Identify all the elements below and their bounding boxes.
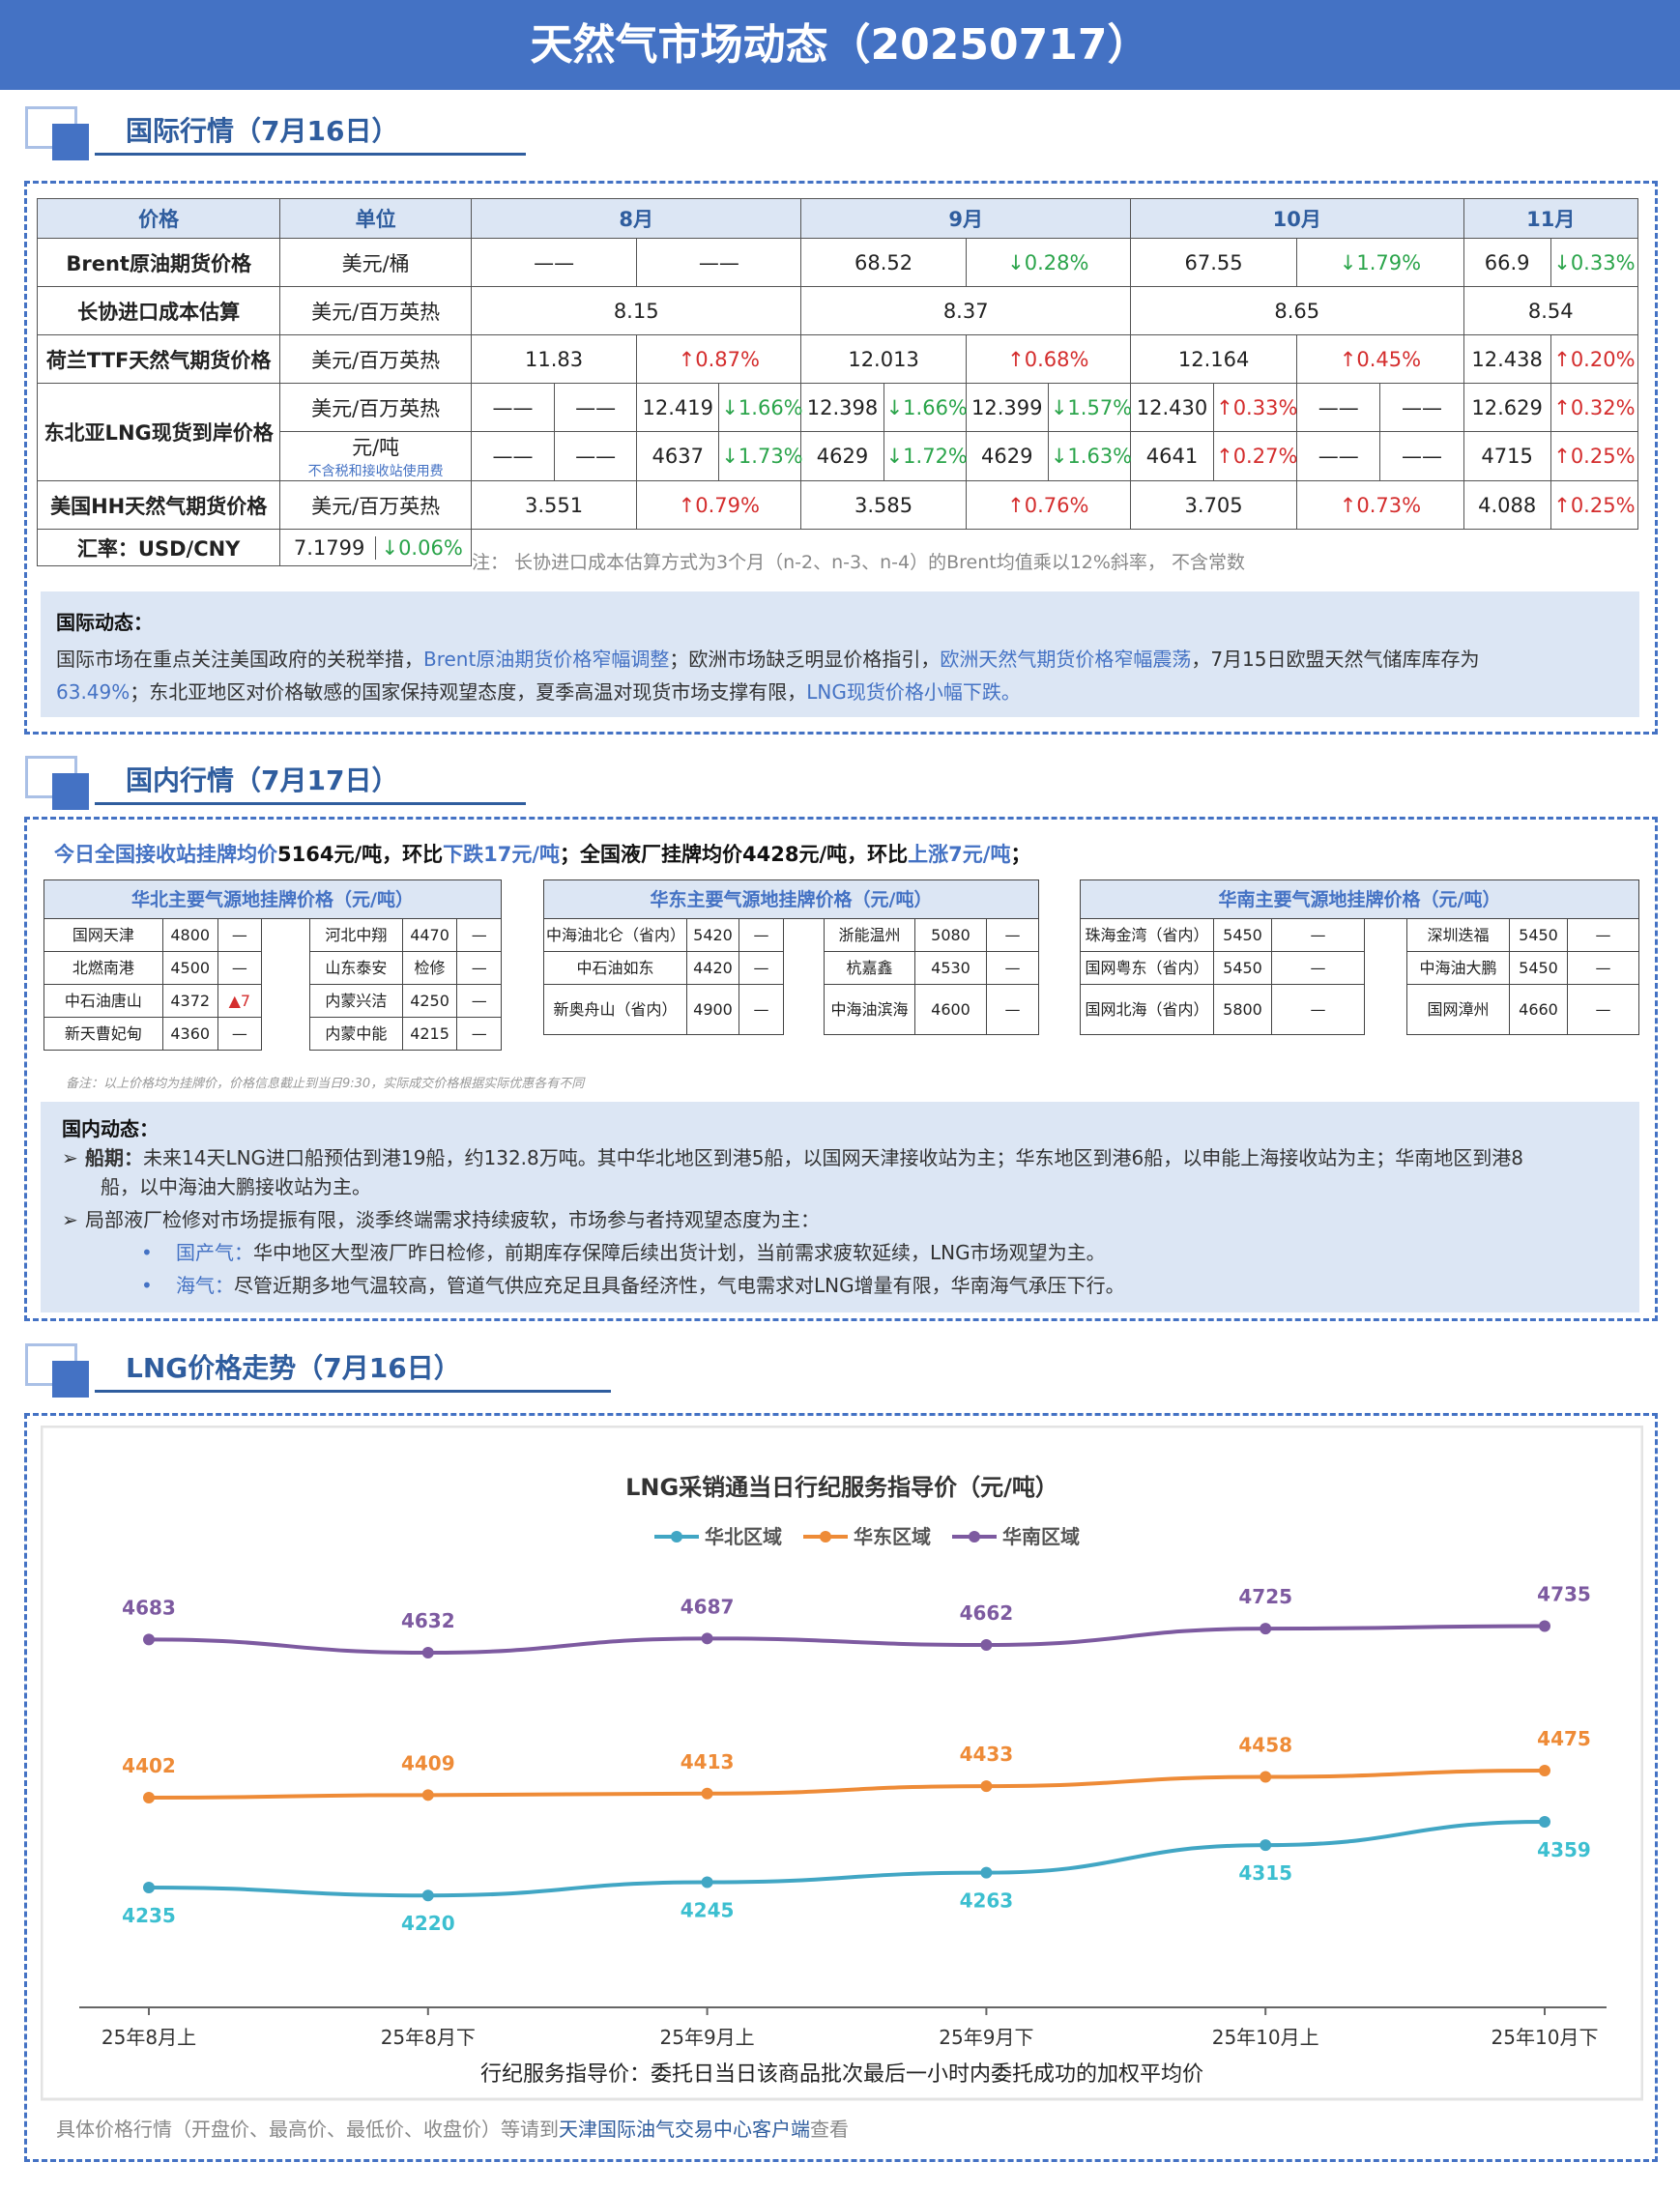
- table-row: 汇率：USD/CNY 7.1799 ↓0.06%: [36, 529, 1638, 566]
- table-row: 国网北海（省内） 5800— 国网漳州 4660—: [1080, 984, 1639, 1035]
- table-row: 中海油北仑（省内） 5420— 浙能温州 5080—: [543, 918, 1039, 952]
- table-row: 新奥舟山（省内） 4900— 中海油滨海 4600—: [543, 984, 1039, 1035]
- chart-caption: 行纪服务指导价：委托日当日该商品批次最后一小时内委托成功的加权平均价: [480, 2062, 1203, 2087]
- section-title: 国内行情（7月17日）: [126, 764, 399, 796]
- national-summary: 今日全国接收站挂牌均价5164元/吨，环比下跌17元/吨；全国液厂挂牌均价442…: [54, 843, 1031, 866]
- legend-marker: [969, 1531, 980, 1542]
- data-point: [421, 1889, 434, 1902]
- data-point: [980, 1638, 993, 1651]
- table-row: Brent原油期货价格 美元/桶 —— —— 68.52 ↓0.28% 67.55 ↓1…: [36, 238, 1639, 287]
- table-note: 注： 长协进口成本估算方式为3个月（n-2、n-3、n-4）的Brent均值乘以…: [472, 552, 1245, 573]
- data-label: 4662: [960, 1601, 1014, 1625]
- domestic-dynamics: 国内动态： ➢ 船期：未来14天LNG进口船预估到港19船，约132.8万吨。其中…: [41, 1102, 1639, 1312]
- footer-note: 具体价格行情（开盘价、最高价、最低价、收盘价）等请到天津国际油气交易中心客户端查…: [56, 2118, 849, 2141]
- chart-title: LNG采销通当日行纪服务指导价（元/吨）: [625, 1474, 1058, 1501]
- data-label: 4245: [681, 1899, 735, 1922]
- table-row: 中石油唐山 4372 ▲7 内蒙兴洁 4250—: [43, 984, 502, 1018]
- table-row: 北燃南港 4500— 山东泰安 检修 —: [43, 951, 502, 985]
- data-point: [701, 1632, 713, 1645]
- data-label: 4458: [1238, 1734, 1292, 1757]
- table-row: 东北亚LNG现货到岸价格 美元/百万英热 —— —— 12.419 ↓1.66% 12…: [36, 383, 1639, 481]
- data-point: [421, 1647, 434, 1658]
- client-link[interactable]: 天津国际油气交易中心客户端: [559, 2118, 810, 2141]
- section-header-domestic: 国内行情（7月17日）: [25, 756, 547, 814]
- domestic-box: [24, 817, 1658, 1321]
- data-point: [143, 1792, 155, 1803]
- data-point: [1260, 1839, 1272, 1852]
- x-tick-label: 25年9月上: [660, 2026, 755, 2049]
- series-line-1: [148, 1769, 1546, 1800]
- east-price-table: 华东主要气源地挂牌价格（元/吨） 中海油北仑（省内） 5420— 浙能温州 5080—…: [543, 879, 1039, 1035]
- table-row: 荷兰TTF天然气期货价格 美元/百万英热 11.83 ↑0.87% 12.013 ↑0…: [36, 334, 1639, 384]
- data-label: 4413: [681, 1750, 735, 1773]
- data-point: [143, 1633, 155, 1646]
- lng-price-chart: LNG采销通当日行纪服务指导价（元/吨） 华北区域 华东区域 华南区域 25年8月上 25…: [41, 1426, 1643, 2101]
- data-point: [980, 1866, 993, 1879]
- data-label: 4359: [1537, 1838, 1591, 1861]
- data-label: 4683: [122, 1596, 176, 1619]
- data-label: 4235: [122, 1904, 176, 1927]
- x-tick-label: 25年9月下: [939, 2026, 1033, 2049]
- table-row: 国网天津 4800— 河北中翔 4470—: [43, 918, 502, 952]
- data-label: 4402: [122, 1754, 176, 1777]
- section-header-chart: LNG价格走势（7月16日）: [25, 1343, 611, 1401]
- data-point: [1260, 1623, 1272, 1635]
- intl-price-table: 价格 单位 8月 9月 10月 11月 Brent原油期货价格 美元/桶 —— ——…: [36, 198, 1639, 566]
- header-nov: 11月: [1463, 198, 1639, 239]
- series-line-0: [148, 1820, 1546, 1898]
- data-label: 4220: [401, 1912, 455, 1935]
- data-point: [1539, 1816, 1550, 1828]
- section-title: LNG价格走势（7月16日）: [126, 1352, 461, 1384]
- intl-box: [24, 181, 1658, 735]
- page-title: 天然气市场动态（20250717）: [0, 0, 1680, 90]
- x-tick-label: 25年8月下: [381, 2026, 476, 2049]
- chart-outer-box: [24, 1413, 1658, 2162]
- data-label: 4315: [1238, 1861, 1292, 1885]
- section-title: 国际行情（7月16日）: [126, 115, 399, 147]
- table-row: 珠海金湾（省内） 5450— 深圳迭福 5450—: [1080, 918, 1639, 952]
- data-label: 4263: [960, 1889, 1014, 1913]
- data-label: 4409: [401, 1751, 455, 1774]
- table-row: 长协进口成本估算 美元/百万英热 8.15 8.37 8.65 8.54: [36, 286, 1639, 335]
- data-point: [980, 1780, 993, 1793]
- series-line-2: [148, 1624, 1546, 1656]
- table-row: 元/吨 不含税和接收站使用费 —— —— 4637 ↓1.73% 4629 ↓1.72%…: [38, 431, 1639, 481]
- data-label: 4632: [401, 1609, 455, 1632]
- data-point: [1539, 1620, 1550, 1632]
- legend-marker: [820, 1531, 831, 1542]
- data-label: 4735: [1537, 1583, 1591, 1606]
- header-aug: 8月: [470, 198, 802, 239]
- data-point: [1539, 1765, 1550, 1776]
- header-sep: 9月: [800, 198, 1131, 239]
- south-price-table: 华南主要气源地挂牌价格（元/吨） 珠海金湾（省内） 5450— 深圳迭福 5450— 国…: [1080, 879, 1639, 1035]
- table-row: 美国HH天然气期货价格 美元/百万英热 3.551 ↑0.79% 3.585 ↑0.7…: [36, 480, 1639, 530]
- data-point: [1260, 1771, 1272, 1783]
- header-unit: 单位: [279, 198, 472, 239]
- legend-marker: [671, 1531, 682, 1542]
- x-tick-label: 25年10月下: [1492, 2026, 1599, 2049]
- north-price-table: 华北主要气源地挂牌价格（元/吨） 国网天津 4800— 河北中翔 4470— 北燃南港 4…: [43, 879, 502, 1051]
- x-tick-label: 25年8月上: [101, 2026, 196, 2049]
- data-label: 4433: [960, 1743, 1014, 1766]
- section-header-intl: 国际行情（7月16日）: [25, 106, 547, 164]
- data-label: 4687: [681, 1595, 735, 1618]
- data-label: 4475: [1537, 1727, 1591, 1750]
- data-point: [701, 1787, 713, 1800]
- table-row: 国网粤东（省内） 5450— 中海油大鹏 5450—: [1080, 951, 1639, 985]
- table-row: 新天曹妃甸 4360— 内蒙中能 4215—: [43, 1017, 502, 1051]
- legend-label: 华南区域: [1002, 1525, 1080, 1548]
- data-point: [701, 1876, 713, 1888]
- price-remark: 备注：以上价格均为挂牌价，价格信息截止到当日9:30，实际成交价格根据实际优惠各…: [66, 1077, 585, 1091]
- data-label: 4725: [1238, 1585, 1292, 1608]
- legend-label: 华北区域: [705, 1525, 782, 1548]
- intl-dynamics: 国际动态： 国际市场在重点关注美国政府的关税举措，Brent原油期货价格窄幅调整…: [41, 591, 1639, 717]
- data-point: [143, 1882, 155, 1893]
- header-price: 价格: [36, 198, 281, 239]
- data-point: [421, 1789, 434, 1802]
- x-tick-label: 25年10月上: [1212, 2026, 1319, 2049]
- table-row: 中石油如东 4420— 杭嘉鑫 4530—: [543, 951, 1039, 985]
- legend-label: 华东区域: [854, 1525, 931, 1548]
- header-oct: 10月: [1129, 198, 1464, 239]
